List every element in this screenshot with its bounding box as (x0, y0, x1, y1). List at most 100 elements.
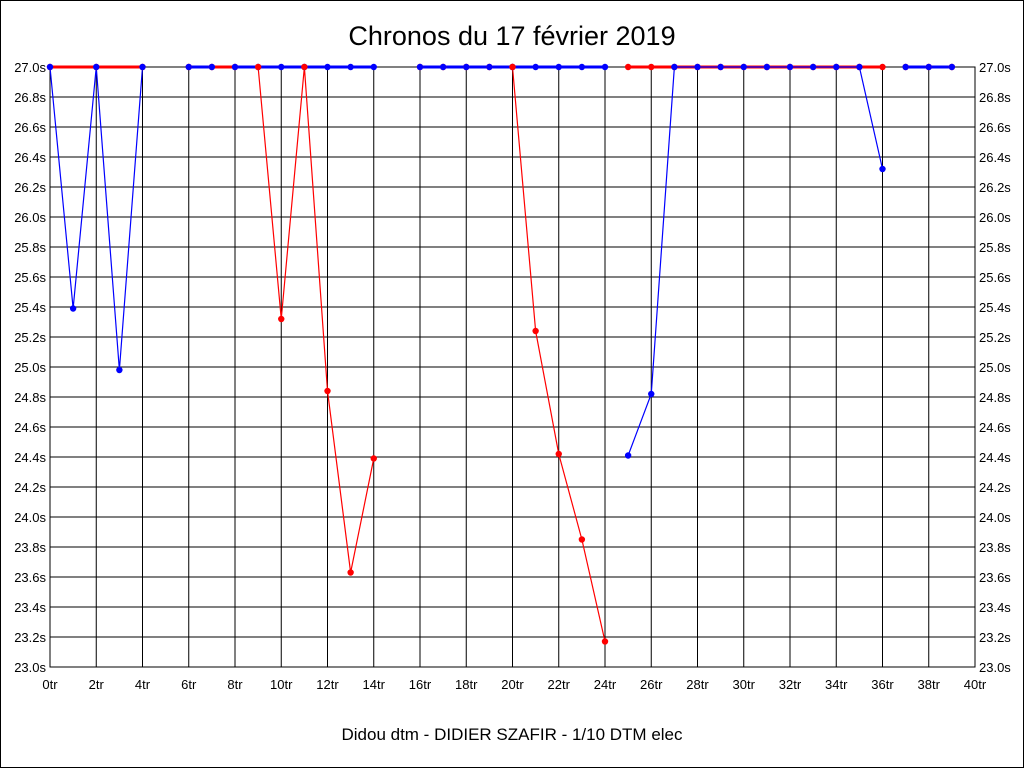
data-point-blue (439, 63, 447, 71)
y-tick-label-left: 27.0s (14, 60, 46, 75)
data-point-blue (809, 63, 817, 71)
data-point-red (648, 63, 655, 71)
y-tick-label-right: 25.2s (979, 330, 1011, 345)
x-tick-label: 6tr (181, 677, 197, 692)
y-tick-label-left: 23.8s (14, 540, 46, 555)
data-point-blue (347, 63, 354, 71)
series-points (46, 63, 956, 645)
y-tick-label-left: 24.2s (14, 480, 46, 495)
x-tick-label: 36tr (871, 677, 894, 692)
data-point-blue (833, 63, 840, 71)
x-tick-label: 16tr (409, 677, 432, 692)
data-point-blue (93, 63, 100, 71)
y-tick-label-left: 25.8s (14, 240, 46, 255)
data-point-blue (185, 63, 192, 71)
x-axis-ticks: 0tr 2tr 4tr 6tr 8tr 10tr 12tr 14tr 16tr 18tr 20tr 2… (42, 677, 986, 692)
y-tick-label-left: 26.6s (14, 120, 46, 135)
data-point-blue (902, 63, 909, 71)
data-point-blue (324, 63, 331, 71)
x-tick-label: 4tr (135, 677, 151, 692)
data-point-red (624, 63, 632, 71)
x-tick-label: 32tr (779, 677, 802, 692)
y-tick-label-left: 26.8s (14, 90, 46, 105)
y-tick-label-right: 24.8s (979, 390, 1011, 405)
data-point-blue (601, 63, 609, 71)
y-tick-label-right: 25.6s (979, 270, 1011, 285)
y-tick-label-left: 24.6s (14, 420, 46, 435)
data-point-red (324, 387, 331, 395)
data-point-blue (786, 63, 794, 71)
y-tick-label-right: 26.2s (979, 180, 1011, 195)
data-point-red (532, 327, 539, 335)
y-tick-label-left: 25.4s (14, 300, 46, 315)
data-point-blue (925, 63, 932, 71)
series-line-blue (627, 66, 884, 456)
x-tick-label: 34tr (825, 677, 848, 692)
data-point-blue (116, 366, 123, 374)
data-point-blue (555, 63, 562, 71)
x-tick-label: 10tr (270, 677, 293, 692)
data-point-blue (278, 63, 285, 71)
data-point-red (347, 569, 354, 576)
y-tick-label-right: 25.4s (979, 300, 1011, 315)
x-tick-label: 38tr (918, 677, 941, 692)
grid (49, 66, 976, 668)
y-tick-label-left: 23.2s (14, 630, 46, 645)
y-tick-label-left: 24.0s (14, 510, 46, 525)
x-tick-label: 22tr (548, 677, 571, 692)
data-point-blue (532, 63, 539, 71)
data-point-blue (948, 63, 956, 71)
data-point-red (278, 315, 285, 323)
y-tick-label-left: 24.4s (14, 450, 46, 465)
data-point-blue (879, 165, 886, 173)
data-point-blue (46, 63, 54, 71)
data-point-blue (717, 63, 724, 71)
y-tick-label-right: 26.4s (979, 150, 1011, 165)
data-point-red (879, 63, 886, 71)
x-tick-label: 28tr (686, 677, 709, 692)
data-point-red (509, 63, 516, 71)
y-tick-label-left: 25.2s (14, 330, 46, 345)
data-point-blue (671, 63, 678, 71)
x-tick-label: 24tr (594, 677, 617, 692)
data-point-red (601, 638, 609, 645)
y-tick-label-left: 26.4s (14, 150, 46, 165)
x-tick-label: 40tr (964, 677, 987, 692)
data-point-blue (463, 63, 470, 71)
series-line-red (257, 66, 375, 573)
data-point-blue (648, 390, 655, 398)
data-point-red (555, 450, 562, 458)
x-tick-label: 12tr (316, 677, 339, 692)
y-tick-label-left: 23.4s (14, 600, 46, 615)
y-tick-label-right: 27.0s (979, 60, 1011, 75)
data-point-blue (486, 63, 493, 71)
y-tick-label-right: 24.4s (979, 450, 1011, 465)
y-tick-label-left: 25.6s (14, 270, 46, 285)
y-tick-label-left: 24.8s (14, 390, 46, 405)
x-tick-label: 8tr (227, 677, 243, 692)
data-point-red (370, 455, 377, 462)
data-point-blue (694, 63, 701, 71)
data-point-blue (740, 63, 747, 71)
chart-title: Chronos du 17 février 2019 (348, 21, 675, 51)
x-tick-label: 18tr (455, 677, 478, 692)
data-point-blue (231, 63, 239, 71)
chart-subtitle: Didou dtm - DIDIER SZAFIR - 1/10 DTM ele… (341, 725, 683, 744)
data-point-blue (763, 63, 771, 71)
data-point-red (301, 63, 308, 71)
y-tick-label-right: 24.6s (979, 420, 1011, 435)
data-point-blue (208, 63, 216, 71)
data-point-blue (578, 63, 586, 71)
y-tick-label-left: 23.0s (14, 660, 46, 675)
y-tick-label-right: 23.0s (979, 660, 1011, 675)
y-tick-label-right: 25.0s (979, 360, 1011, 375)
y-tick-label-right: 23.2s (979, 630, 1011, 645)
y-tick-label-right: 23.4s (979, 600, 1011, 615)
y-tick-label-right: 25.8s (979, 240, 1011, 255)
y-tick-label-left: 26.0s (14, 210, 46, 225)
y-tick-label-right: 26.0s (979, 210, 1011, 225)
y-tick-label-right: 26.8s (979, 90, 1011, 105)
y-tick-label-right: 23.6s (979, 570, 1011, 585)
